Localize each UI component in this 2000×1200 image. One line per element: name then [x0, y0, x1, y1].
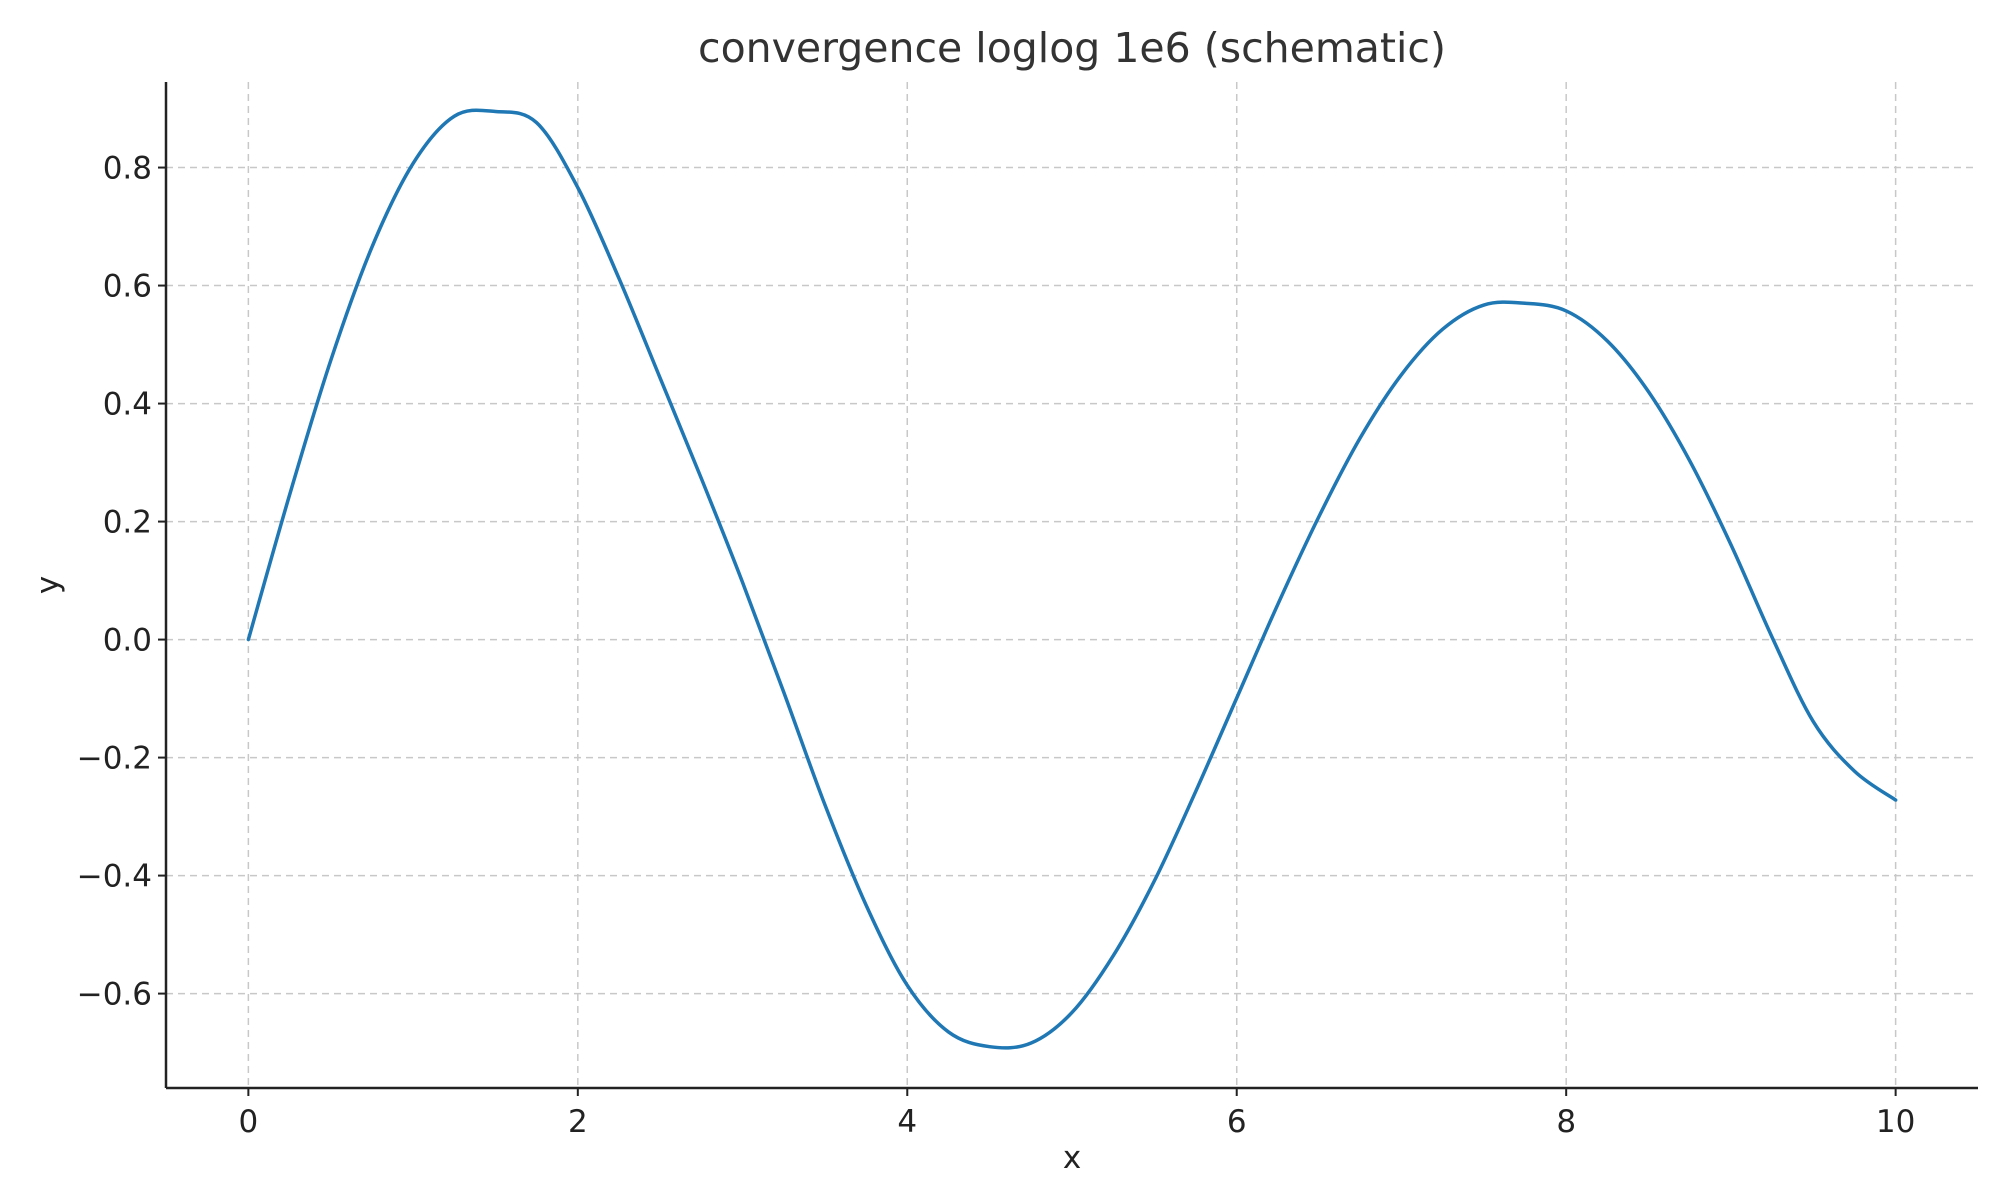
series-line: [246, 108, 1898, 1050]
y-ticks: −0.6 −0.4 −0.2 0.0 0.2 0.4 0.6 0.8: [77, 151, 166, 1013]
y-axis-label: y: [30, 576, 66, 594]
y-tick-label: 0.4: [103, 387, 152, 423]
x-tick-label: 2: [568, 1104, 588, 1140]
y-tick-label: 0.8: [103, 151, 152, 187]
grid: [166, 82, 1978, 1088]
y-tick-label: −0.6: [77, 977, 152, 1013]
series-layer: [246, 108, 1898, 1050]
y-tick-label: 0.6: [103, 269, 152, 305]
x-tick-label: 8: [1556, 1104, 1576, 1140]
x-ticks: 0 2 4 6 8 10: [238, 1088, 1915, 1140]
x-tick-label: 6: [1227, 1104, 1247, 1140]
y-tick-label: 0.2: [103, 505, 152, 541]
x-tick-label: 10: [1876, 1104, 1915, 1140]
x-tick-label: 4: [897, 1104, 917, 1140]
axes: [164, 82, 1978, 1090]
y-tick-label: −0.2: [77, 741, 152, 777]
chart-title: convergence loglog 1e6 (schematic): [698, 24, 1446, 72]
x-tick-label: 0: [238, 1104, 258, 1140]
y-tick-label: −0.4: [77, 859, 152, 895]
x-axis-label: x: [1063, 1140, 1081, 1176]
y-tick-label: 0.0: [103, 623, 152, 659]
